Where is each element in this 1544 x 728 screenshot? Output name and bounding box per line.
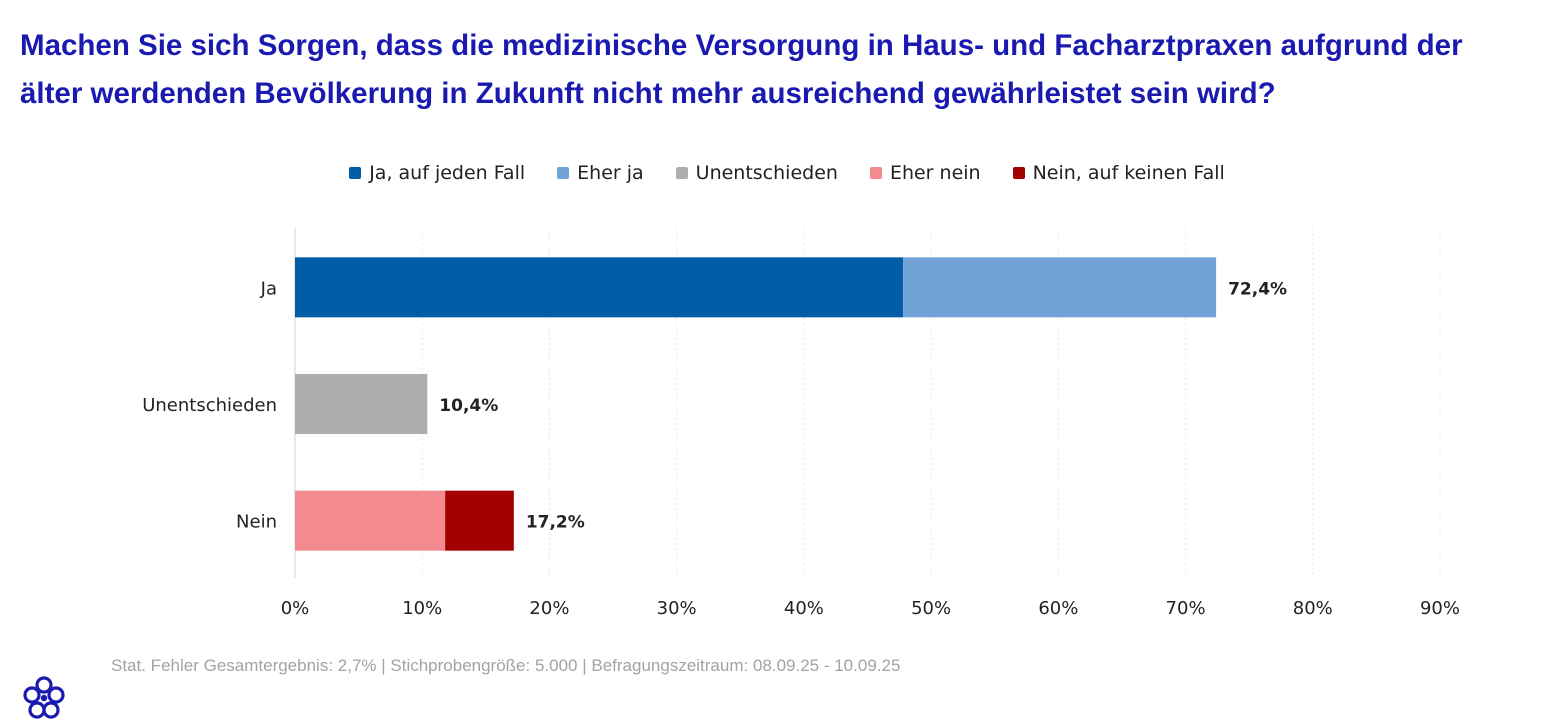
legend-item[interactable]: Unentschieden <box>675 162 838 184</box>
x-tick-label: 30% <box>657 598 697 619</box>
legend-item[interactable]: Eher nein <box>869 162 981 184</box>
x-axis: 0% 10% 20% 30% 40% 50% 60% 70% 80% 90% <box>281 228 1460 619</box>
x-tick-label: 40% <box>784 598 824 619</box>
x-tick-label: 20% <box>529 598 569 619</box>
x-tick-label: 70% <box>1166 598 1206 619</box>
bar-segment[interactable] <box>903 257 1217 318</box>
category-label: Ja <box>260 278 277 299</box>
x-tick-label: 0% <box>281 598 310 619</box>
legend-item[interactable]: Nein, auf keinen Fall <box>1012 162 1225 184</box>
data-label: 10,4% <box>439 396 498 416</box>
x-tick-label: 60% <box>1038 598 1078 619</box>
legend-swatch <box>349 167 362 179</box>
x-tick-label: 90% <box>1420 598 1460 619</box>
legend-swatch <box>557 167 570 179</box>
legend-swatch <box>1012 167 1025 179</box>
legend-label: Eher nein <box>889 162 981 184</box>
bar-segment[interactable] <box>295 257 904 318</box>
bar-segment[interactable] <box>295 490 446 551</box>
category-label: Nein <box>236 512 277 533</box>
footnote: Stat. Fehler Gesamtergebnis: 2,7% | Stic… <box>111 656 901 675</box>
legend-swatch <box>869 167 882 179</box>
legend: Ja, auf jeden Fall Eher ja Unentschieden Eh… <box>0 158 1544 188</box>
x-tick-label: 10% <box>402 598 442 619</box>
labels: Ja 72,4% Unentschieden 10,4% Nein 17,2% <box>142 278 1287 532</box>
flower-logo-icon <box>23 676 65 719</box>
bar-segment[interactable] <box>445 490 514 551</box>
x-tick-label: 50% <box>911 598 951 619</box>
bar-chart: 0% 10% 20% 30% 40% 50% 60% 70% 80% 90% Ja 72,4% Une… <box>142 228 1460 619</box>
legend-item[interactable]: Ja, auf jeden Fall <box>349 162 525 184</box>
x-tick-label: 80% <box>1293 598 1333 619</box>
legend-label: Eher ja <box>577 162 644 184</box>
bars <box>295 257 1217 551</box>
data-label: 17,2% <box>526 513 585 533</box>
category-label: Unentschieden <box>142 395 277 416</box>
chart-title: Machen Sie sich Sorgen, dass die medizin… <box>20 29 1463 110</box>
legend-label: Nein, auf keinen Fall <box>1032 162 1225 184</box>
legend-swatch <box>675 167 688 179</box>
legend-label: Ja, auf jeden Fall <box>369 162 526 184</box>
data-label: 72,4% <box>1228 279 1287 299</box>
legend-item[interactable]: Eher ja <box>557 162 644 184</box>
bar-segment[interactable] <box>295 374 428 434</box>
legend-label: Unentschieden <box>695 162 838 184</box>
